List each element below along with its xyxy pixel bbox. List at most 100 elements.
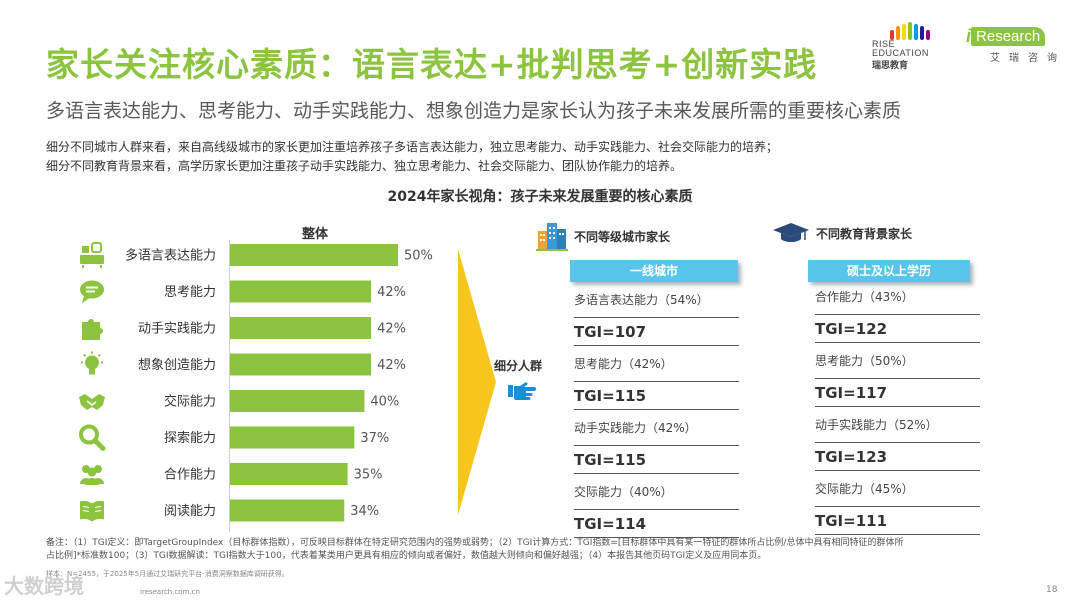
bar [230, 390, 365, 412]
city-item-1-tgi: TGI=107 [574, 323, 647, 341]
category-label: 探索能力 [164, 431, 216, 446]
divider [815, 406, 980, 407]
group-icon [80, 465, 104, 485]
bar [230, 317, 372, 339]
footnote-line-1: 备注：（1）TGI定义：即TargetGroupIndex（目标群体指数），可反… [46, 538, 904, 548]
bar [230, 426, 355, 449]
bar-value-label: 42% [377, 358, 406, 373]
page-title: 家长关注核心素质：语言表达+批判思考+创新实践 [46, 45, 818, 84]
lightbulb-icon [81, 351, 103, 375]
divider [815, 342, 980, 343]
city-tgi-item: 多语言表达能力（54%） TGI=107 [574, 290, 739, 346]
page-subtitle: 多语言表达能力、思考能力、动手实践能力、想象创造力是家长认为孩子未来发展所需的重… [46, 100, 902, 122]
bar [230, 353, 372, 376]
intro-line-2: 细分不同教育背景来看，高学历家长更加注重孩子动手实践能力、独立思考能力、社会交际… [46, 159, 683, 173]
education-item-4-name: 交际能力（45%） [815, 482, 914, 496]
watermark: 大数跨境 [4, 574, 84, 598]
iresearch-logo-cn: 艾瑞咨询 [990, 53, 1066, 64]
city-item-4-tgi: TGI=114 [574, 515, 647, 533]
education-tgi-item: 思考能力（50%） TGI=117 [815, 351, 980, 407]
divider [815, 378, 980, 379]
city-item-3-tgi: TGI=115 [574, 451, 647, 469]
source-note: 样本：N=2455，于2025年5月通过艾瑞研究平台-消费洞察数据库调研获得。 [46, 570, 289, 578]
bar [230, 499, 345, 522]
chart-title: 2024年家长视角：孩子未来发展重要的核心素质 [387, 189, 693, 205]
education-item-3-tgi: TGI=123 [815, 448, 888, 466]
rise-education-logo: RISE EDUCATION 瑞思教育 [872, 22, 948, 74]
education-item-1-name: 合作能力（43%） [815, 290, 914, 304]
bar-chart: 多语言表达能力 50% 思考能力 42% 动手实践能力 42% 想象创造能力 42% 交际能力 4… [79, 242, 433, 522]
group-city-pill: 一线城市 [570, 260, 738, 282]
city-item-4-name: 交际能力（40%） [574, 485, 673, 499]
category-label: 交际能力 [164, 394, 216, 410]
city-item-3-name: 动手实践能力（42%） [574, 421, 697, 435]
education-item-2-name: 思考能力（50%） [815, 354, 914, 368]
divider [574, 381, 739, 382]
segment-label: 细分人群 [494, 359, 543, 373]
group-city-header: 不同等级城市家长 [536, 221, 670, 251]
bar-value-label: 50% [404, 249, 433, 264]
bar [230, 280, 372, 303]
yellow-arrow [458, 249, 496, 515]
divider [574, 445, 739, 446]
intro-line-1: 细分不同城市人群来看，来自高线级城市的家长更加注重培养孩子多语言表达能力，独立思… [46, 140, 779, 154]
book-icon [80, 500, 104, 522]
bar [230, 244, 398, 266]
education-item-1-tgi: TGI=122 [815, 320, 888, 338]
group-education-header: 不同教育背景家长 [772, 221, 912, 245]
overall-series-label: 整体 [301, 227, 328, 242]
city-tgi-item: 动手实践能力（42%） TGI=115 [574, 418, 739, 474]
education-item-4-tgi: TGI=111 [815, 512, 888, 530]
footnotes: 备注：（1）TGI定义：即TargetGroupIndex（目标群体指数），可反… [46, 537, 1041, 563]
divider [815, 314, 980, 315]
pointing-hand-icon [508, 382, 536, 400]
page-number: 18 [1046, 585, 1058, 595]
intro-text: 细分不同城市人群来看，来自高线级城市的家长更加注重培养孩子多语言表达能力，独立思… [46, 138, 778, 176]
bar-value-label: 40% [370, 395, 399, 410]
bar-value-label: 37% [360, 431, 389, 446]
divider [815, 534, 980, 535]
bar-value-label: 42% [377, 285, 406, 300]
divider [574, 345, 739, 346]
city-item-2-tgi: TGI=115 [574, 387, 647, 405]
divider [574, 409, 739, 410]
speech-bubble-icon [80, 280, 104, 304]
group-education-pill: 硕士及以上学历 [808, 260, 970, 282]
footnote-line-2: 占比例]*标准数100；（3）TGI数据解读：TGI指数大于100，代表着某类用… [46, 551, 767, 561]
city-item-2-name: 思考能力（42%） [574, 357, 673, 371]
divider [815, 506, 980, 507]
city-tgi-item: 思考能力（42%） TGI=115 [574, 354, 739, 410]
divider [574, 509, 739, 510]
bar-value-label: 35% [354, 468, 383, 483]
language-icon [80, 242, 104, 268]
divider [574, 537, 739, 538]
category-label: 想象创造能力 [138, 357, 216, 373]
education-tgi-item: 交际能力（45%） TGI=111 [815, 479, 980, 535]
category-label: 思考能力 [164, 285, 216, 300]
education-item-2-tgi: TGI=117 [815, 384, 888, 402]
city-icon [536, 223, 568, 251]
divider [815, 470, 980, 471]
y-axis-line [229, 240, 230, 532]
rise-logo-text-2: EDUCATION [872, 48, 929, 58]
divider [815, 442, 980, 443]
city-tgi-item: 交际能力（40%） TGI=114 [574, 482, 739, 538]
iresearch-logo: i Research 艾瑞咨询 [966, 26, 1066, 72]
handshake-icon [79, 394, 105, 410]
rise-logo-cn: 瑞思教育 [872, 61, 909, 71]
bar-value-label: 34% [350, 504, 379, 519]
divider [574, 473, 739, 474]
puzzle-icon [82, 319, 103, 340]
bar-value-label: 42% [377, 322, 406, 337]
category-label: 多语言表达能力 [125, 248, 216, 264]
bar [230, 463, 348, 485]
rise-logo-text-1: RISE [872, 39, 896, 49]
graduation-cap-icon [773, 223, 809, 242]
divider [574, 317, 739, 318]
magnifier-icon [79, 424, 106, 451]
category-label: 阅读能力 [164, 504, 216, 519]
education-item-3-name: 动手实践能力（52%） [815, 418, 938, 432]
category-label: 合作能力 [164, 468, 216, 483]
iresearch-logo-name: Research [971, 27, 1046, 46]
footer-url: iresearch.com.cn [140, 588, 200, 596]
